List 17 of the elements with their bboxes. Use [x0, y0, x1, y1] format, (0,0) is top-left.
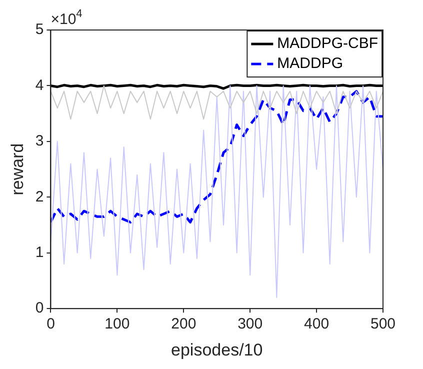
x-tick-label: 0 [46, 316, 55, 333]
y-tick-label: 3 [35, 132, 44, 150]
legend-label: MADDPG [277, 55, 344, 72]
y-tick-label: 0 [35, 300, 44, 317]
x-tick-label: 200 [171, 316, 196, 333]
y-axis-title: reward [8, 143, 27, 196]
y-tick-label: 5 [35, 21, 44, 38]
x-tick-label: 500 [370, 316, 396, 333]
y-tick-label: 4 [35, 76, 44, 94]
line-series [50, 90, 383, 224]
x-axis-title: episodes/10 [171, 340, 263, 360]
x-tick-label: 400 [304, 316, 330, 333]
x-tick-label: 100 [104, 316, 130, 333]
x-tick-label: 300 [238, 316, 263, 333]
legend-label: MADDPG-CBF [277, 35, 378, 52]
y-tick-label: 2 [35, 188, 44, 206]
y-tick-label: 1 [35, 244, 44, 262]
